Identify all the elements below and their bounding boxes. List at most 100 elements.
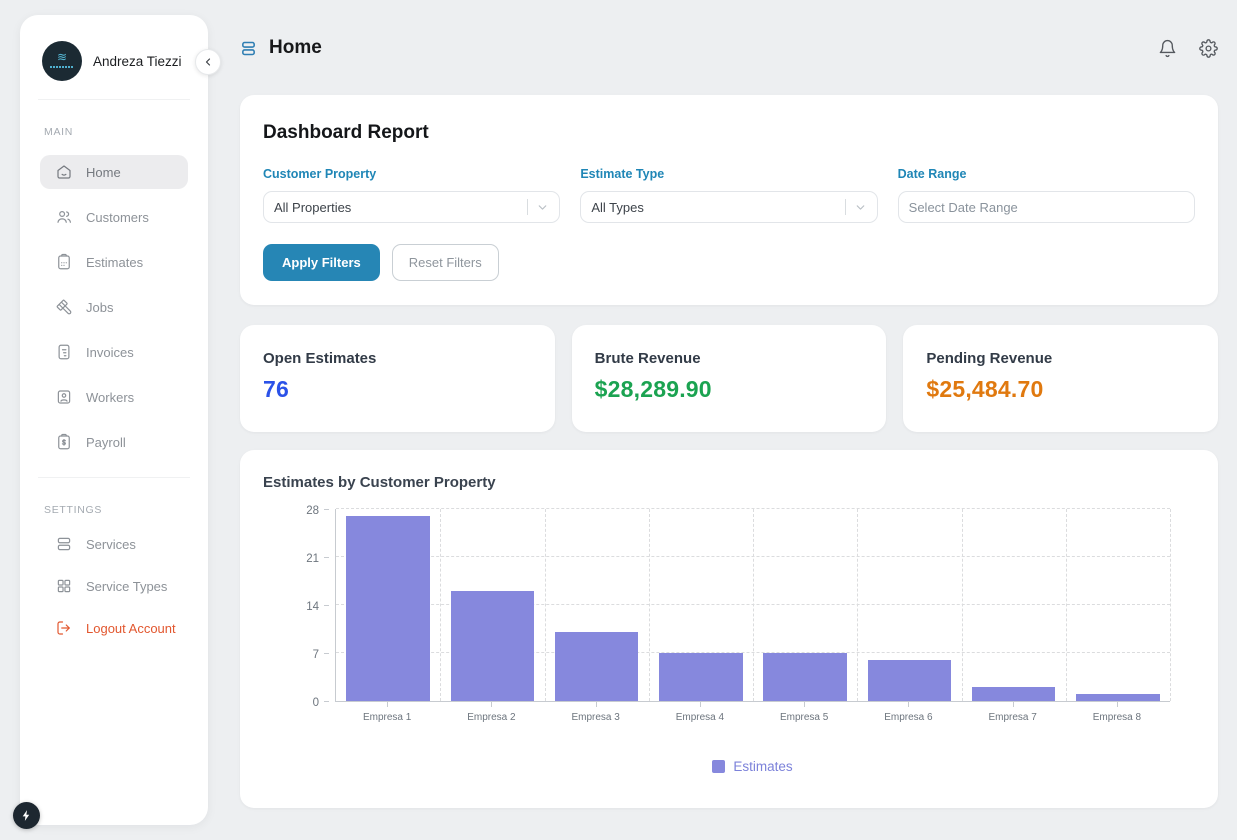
home-stack-icon bbox=[240, 40, 257, 57]
bar-1 bbox=[346, 516, 429, 701]
divider bbox=[845, 199, 846, 215]
stat-value: 76 bbox=[263, 376, 532, 403]
divider bbox=[38, 477, 190, 478]
bar-8 bbox=[1076, 694, 1159, 701]
sidebar-item-workers[interactable]: Workers bbox=[40, 380, 188, 414]
stat-label: Brute Revenue bbox=[595, 350, 864, 367]
notifications-button[interactable] bbox=[1158, 39, 1177, 58]
bar-5 bbox=[763, 653, 846, 701]
customer-property-select[interactable]: All Properties bbox=[263, 191, 560, 223]
chevron-down-icon bbox=[536, 201, 549, 214]
bar-2 bbox=[451, 591, 534, 701]
sidebar-item-payroll[interactable]: Payroll bbox=[40, 425, 188, 459]
sidebar-item-home[interactable]: Home bbox=[40, 155, 188, 189]
sidebar-item-label: Logout Account bbox=[86, 621, 176, 636]
services-icon bbox=[55, 535, 73, 553]
divider bbox=[38, 99, 190, 100]
sidebar-item-label: Workers bbox=[86, 390, 134, 405]
customers-icon bbox=[55, 208, 73, 226]
stat-label: Open Estimates bbox=[263, 350, 532, 367]
sidebar-item-customers[interactable]: Customers bbox=[40, 200, 188, 234]
report-title: Dashboard Report bbox=[263, 122, 1195, 144]
stat-card-pending-revenue: Pending Revenue $25,484.70 bbox=[903, 325, 1218, 432]
filter-grid: Customer Property All Properties Estimat… bbox=[263, 167, 1195, 223]
section-label-main: MAIN bbox=[44, 126, 208, 138]
chart-legend: Estimates bbox=[335, 759, 1170, 774]
estimates-icon bbox=[55, 253, 73, 271]
sidebar-item-label: Estimates bbox=[86, 255, 143, 270]
filter-buttons: Apply Filters Reset Filters bbox=[263, 244, 1195, 281]
user-name: Andreza Tiezzi bbox=[93, 54, 182, 69]
sidebar-item-logout[interactable]: Logout Account bbox=[40, 611, 188, 645]
stat-card-brute-revenue: Brute Revenue $28,289.90 bbox=[572, 325, 887, 432]
estimate-type-label: Estimate Type bbox=[580, 167, 877, 181]
logout-icon bbox=[55, 619, 73, 637]
apply-filters-button[interactable]: Apply Filters bbox=[263, 244, 380, 281]
date-range-input[interactable] bbox=[898, 191, 1195, 223]
estimate-type-value: All Types bbox=[591, 200, 844, 215]
sidebar-item-label: Home bbox=[86, 165, 121, 180]
bolt-badge[interactable] bbox=[13, 802, 40, 829]
main-nav: Home Customers Estimates Jobs Invoices W… bbox=[40, 155, 188, 459]
settings-nav: Services Service Types Logout Account bbox=[40, 527, 188, 645]
legend-swatch bbox=[712, 760, 725, 773]
invoices-icon bbox=[55, 343, 73, 361]
payroll-icon bbox=[55, 433, 73, 451]
divider bbox=[527, 199, 528, 215]
gear-icon bbox=[1199, 39, 1218, 58]
header-actions bbox=[1158, 39, 1218, 58]
sidebar-item-label: Services bbox=[86, 537, 136, 552]
sidebar-collapse-button[interactable] bbox=[195, 49, 221, 75]
customer-property-value: All Properties bbox=[274, 200, 527, 215]
chevron-down-icon bbox=[854, 201, 867, 214]
avatar-logo-icon: ≋ bbox=[57, 52, 67, 62]
avatar: ≋ bbox=[42, 41, 82, 81]
stats-row: Open Estimates 76 Brute Revenue $28,289.… bbox=[240, 325, 1218, 432]
stat-value: $28,289.90 bbox=[595, 376, 864, 403]
bar-chart: 07142128 Empresa 1Empresa 2Empresa 3Empr… bbox=[263, 509, 1195, 794]
page-title: Home bbox=[269, 37, 322, 59]
section-label-settings: SETTINGS bbox=[44, 504, 208, 516]
sidebar-item-label: Payroll bbox=[86, 435, 126, 450]
bar-3 bbox=[555, 632, 638, 701]
date-range-label: Date Range bbox=[898, 167, 1195, 181]
sidebar-item-label: Invoices bbox=[86, 345, 134, 360]
estimates-chart-card: Estimates by Customer Property 07142128 … bbox=[240, 450, 1218, 808]
sidebar-item-label: Jobs bbox=[86, 300, 113, 315]
chart-x-axis: Empresa 1Empresa 2Empresa 3Empresa 4Empr… bbox=[335, 702, 1170, 734]
sidebar-item-service-types[interactable]: Service Types bbox=[40, 569, 188, 603]
dashboard-report-card: Dashboard Report Customer Property All P… bbox=[240, 95, 1218, 305]
service-types-icon bbox=[55, 577, 73, 595]
sidebar-item-label: Service Types bbox=[86, 579, 167, 594]
sidebar-item-label: Customers bbox=[86, 210, 149, 225]
customer-property-label: Customer Property bbox=[263, 167, 560, 181]
workers-icon bbox=[55, 388, 73, 406]
filter-estimate-type: Estimate Type All Types bbox=[580, 167, 877, 223]
sidebar-item-jobs[interactable]: Jobs bbox=[40, 290, 188, 324]
bar-4 bbox=[659, 653, 742, 701]
bar-7 bbox=[972, 687, 1055, 701]
legend-label: Estimates bbox=[733, 759, 792, 774]
stat-card-open-estimates: Open Estimates 76 bbox=[240, 325, 555, 432]
page-header: Home bbox=[240, 30, 1218, 66]
filter-customer-property: Customer Property All Properties bbox=[263, 167, 560, 223]
app-root: ≋ Andreza Tiezzi MAIN Home Customers Est… bbox=[0, 0, 1237, 840]
sidebar-item-invoices[interactable]: Invoices bbox=[40, 335, 188, 369]
avatar-logo-text bbox=[50, 66, 74, 68]
lightning-bolt-icon bbox=[20, 809, 33, 822]
chart-y-axis: 07142128 bbox=[263, 509, 329, 702]
chart-plot bbox=[335, 509, 1170, 702]
stat-value: $25,484.70 bbox=[926, 376, 1195, 403]
sidebar-item-services[interactable]: Services bbox=[40, 527, 188, 561]
bell-icon bbox=[1158, 39, 1177, 58]
home-icon bbox=[55, 163, 73, 181]
reset-filters-button[interactable]: Reset Filters bbox=[392, 244, 499, 281]
chevron-left-icon bbox=[202, 56, 214, 68]
sidebar-item-estimates[interactable]: Estimates bbox=[40, 245, 188, 279]
user-profile: ≋ Andreza Tiezzi bbox=[20, 15, 208, 81]
stat-label: Pending Revenue bbox=[926, 350, 1195, 367]
estimate-type-select[interactable]: All Types bbox=[580, 191, 877, 223]
bar-6 bbox=[868, 660, 951, 701]
sidebar: ≋ Andreza Tiezzi MAIN Home Customers Est… bbox=[20, 15, 208, 825]
settings-button[interactable] bbox=[1199, 39, 1218, 58]
